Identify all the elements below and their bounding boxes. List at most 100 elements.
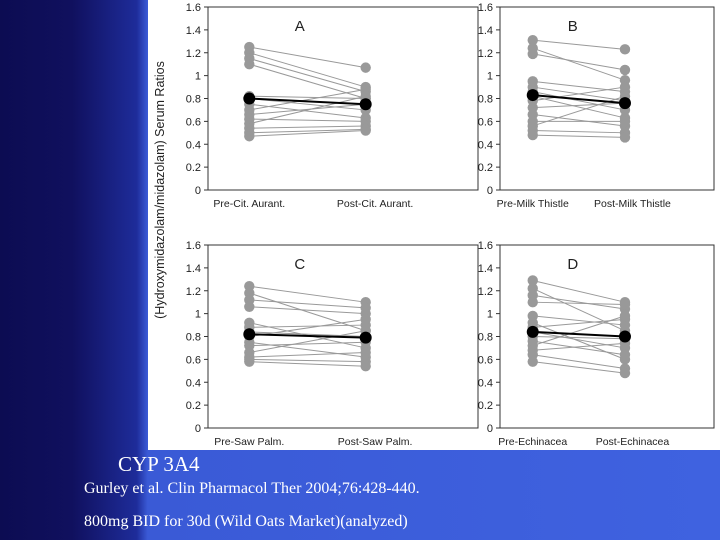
panel-d-ytick-label: 1.6 [478, 240, 493, 252]
panel-a-subject-line [249, 125, 366, 129]
panel-c-subject-line [249, 306, 366, 315]
panel-b-ytick-label: 1.4 [478, 25, 493, 37]
panel-c-subject-line [249, 330, 366, 354]
panel-b-ytick-label: 0.2 [478, 162, 493, 174]
panel-c-mean-line [249, 333, 366, 339]
panel-c-post-point [360, 361, 371, 372]
panel-a-ytick-label: 0.2 [186, 162, 201, 174]
panel-d-post-point [619, 310, 631, 322]
panel-d-mean-pre-point [526, 325, 539, 338]
panel-c-subject-line [249, 324, 366, 328]
panel-b-post-point [619, 64, 631, 76]
panel-a-ytick-label: 1 [195, 71, 201, 83]
panel-d-ytick-label: 0.8 [478, 332, 493, 344]
panel-d-ytick-label: 1.2 [478, 286, 493, 298]
panel-c-mean-post-point [359, 331, 372, 344]
panel-a-subject-line [249, 88, 366, 111]
panel-d-xlabel-pre: Pre-Echinacea [498, 436, 567, 448]
panel-b-subject-line [532, 114, 626, 127]
panel-b-ytick-label: 1.2 [478, 48, 493, 60]
panel-d-pre-point [527, 275, 538, 286]
panel-d-ytick-label: 0.2 [478, 400, 493, 412]
panel-b-subject-line [532, 86, 626, 102]
panel-a-ytick-label: 1.2 [186, 48, 201, 60]
panel-d-subject-line [532, 354, 626, 370]
panel-c-mean-pre-point [243, 328, 256, 341]
panel-d-letter: D [567, 256, 578, 273]
panel-b-ytick-label: 1.6 [478, 2, 493, 14]
panel-d-subject-line [532, 288, 626, 332]
panel-b-post-point [619, 44, 631, 55]
panel-c-ytick-label: 1.4 [186, 263, 201, 275]
chart-figure: (Hydroxymidazolam/midazolam) Serum Ratio… [153, 2, 715, 448]
panel-c-subject-line [249, 331, 366, 337]
panel-b-subject-line [532, 91, 626, 111]
panel-a-xlabel-pre: Pre-Cit. Aurant. [213, 198, 285, 210]
panel-d-post-point [619, 299, 631, 310]
panel-b-pre-point [527, 34, 538, 46]
panel-b-letter: B [568, 18, 578, 35]
panel-a-subject-line [249, 130, 366, 137]
panel-a-subject-line [249, 52, 366, 88]
panel-b-subject-line [532, 47, 626, 81]
caption-note: 800mg BID for 30d (Wild Oats Market)(ana… [84, 513, 408, 530]
panel-b-ytick-label: 0.4 [478, 139, 493, 151]
panel-a-ytick-label: 1.6 [186, 2, 201, 14]
panel-a-pre-point [244, 58, 255, 70]
panel-c-subject-line [249, 299, 366, 309]
panel-a-mean-line [249, 97, 366, 106]
panel-b-post-point [619, 132, 631, 143]
panel-c-subject-line [249, 341, 366, 347]
panel-a-post-point [360, 125, 371, 136]
panel-d-subject-line [532, 336, 625, 340]
panel-c-ytick-label: 0.6 [186, 354, 201, 366]
panel-c-ytick-label: 0 [195, 423, 201, 435]
panel-c-subject-line [249, 285, 366, 303]
panel-c-post-point [360, 314, 371, 325]
panel-c-ytick-label: 1.6 [186, 240, 201, 252]
panel-a-post-point [360, 62, 371, 73]
panel-d-ytick-label: 0.4 [478, 377, 493, 389]
panel-a-subject-line [249, 95, 366, 99]
panel-b-mean-pre-point [526, 89, 539, 102]
panel-d-subject-line [532, 340, 626, 356]
panel-a-subject-line [249, 63, 366, 99]
panel-a-pre-point [244, 131, 255, 142]
panel-c-pre-point [244, 301, 255, 312]
caption-title: CYP 3A4 [118, 452, 200, 476]
panel-b-subject-line [532, 130, 625, 134]
figure-panel: (Hydroxymidazolam/midazolam) Serum Ratio… [148, 0, 720, 450]
panel-b-subject-line [532, 102, 626, 109]
panel-d-mean-post-point [618, 330, 631, 343]
panel-c-subject-line [249, 358, 366, 363]
panel-a-subject-line [249, 103, 366, 116]
panel-a-ytick-label: 1.4 [186, 25, 201, 37]
panel-b-post-point [619, 81, 631, 93]
panel-b-xlabel-pre: Pre-Milk Thistle [497, 198, 569, 210]
panel-b-subject-line [532, 53, 626, 71]
panel-d-subject-line [532, 315, 626, 326]
caption-reference: Gurley et al. Clin Pharmacol Ther 2004;7… [84, 480, 420, 497]
panel-c-subject-line [249, 352, 366, 358]
panel-b-subject-line [532, 80, 626, 93]
panel-d-ytick-label: 1 [487, 309, 493, 321]
panel-d-subject-line [532, 322, 626, 360]
panel-b-ytick-label: 0 [487, 185, 493, 197]
panel-d-xlabel-post: Post-Echinacea [596, 436, 670, 448]
panel-d-post-point [619, 367, 631, 379]
panel-b-mean-post-point [618, 97, 631, 110]
panel-c-post-point [360, 347, 371, 358]
panel-a-subject-line [249, 128, 366, 134]
panel-d-ytick-label: 0 [487, 423, 493, 435]
panel-c-letter: C [294, 256, 305, 273]
panel-c-ytick-label: 1 [195, 309, 201, 321]
panel-d-subject-line [532, 294, 626, 310]
panel-b-mean-line [532, 94, 626, 105]
panel-d-mean-line [532, 330, 626, 338]
panel-a-subject-line [249, 95, 366, 125]
panel-c-subject-line [249, 292, 366, 332]
panel-c-ytick-label: 1.2 [186, 286, 201, 298]
panel-c-ytick-label: 0.2 [186, 400, 201, 412]
panel-b-post-point [619, 116, 631, 127]
panel-a-ytick-label: 0.6 [186, 116, 201, 128]
